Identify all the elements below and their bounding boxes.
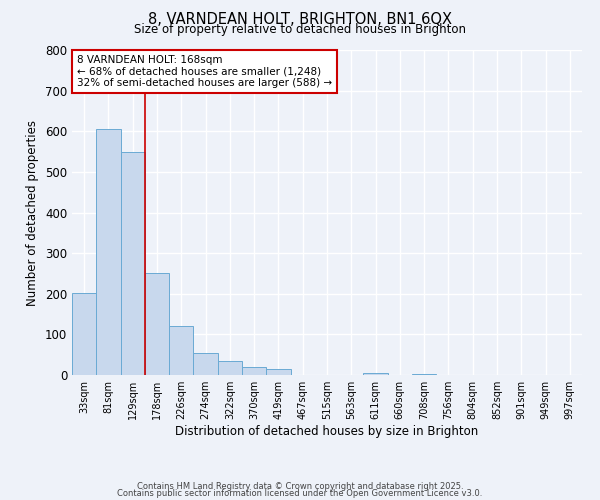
Y-axis label: Number of detached properties: Number of detached properties: [26, 120, 40, 306]
Text: Size of property relative to detached houses in Brighton: Size of property relative to detached ho…: [134, 22, 466, 36]
Bar: [169, 326, 193, 375]
Bar: [242, 367, 266, 375]
Bar: [364, 373, 388, 375]
Bar: [193, 352, 218, 375]
Bar: [412, 374, 436, 375]
Text: Contains public sector information licensed under the Open Government Licence v3: Contains public sector information licen…: [118, 489, 482, 498]
Text: Contains HM Land Registry data © Crown copyright and database right 2025.: Contains HM Land Registry data © Crown c…: [137, 482, 463, 491]
Bar: [72, 292, 96, 375]
Bar: [266, 369, 290, 375]
Bar: [145, 274, 169, 375]
Text: 8 VARNDEAN HOLT: 168sqm
← 68% of detached houses are smaller (1,248)
32% of semi: 8 VARNDEAN HOLT: 168sqm ← 68% of detache…: [77, 55, 332, 88]
Bar: [218, 361, 242, 375]
Bar: [121, 152, 145, 375]
Text: 8, VARNDEAN HOLT, BRIGHTON, BN1 6QX: 8, VARNDEAN HOLT, BRIGHTON, BN1 6QX: [148, 12, 452, 28]
Bar: [96, 129, 121, 375]
X-axis label: Distribution of detached houses by size in Brighton: Distribution of detached houses by size …: [175, 425, 479, 438]
